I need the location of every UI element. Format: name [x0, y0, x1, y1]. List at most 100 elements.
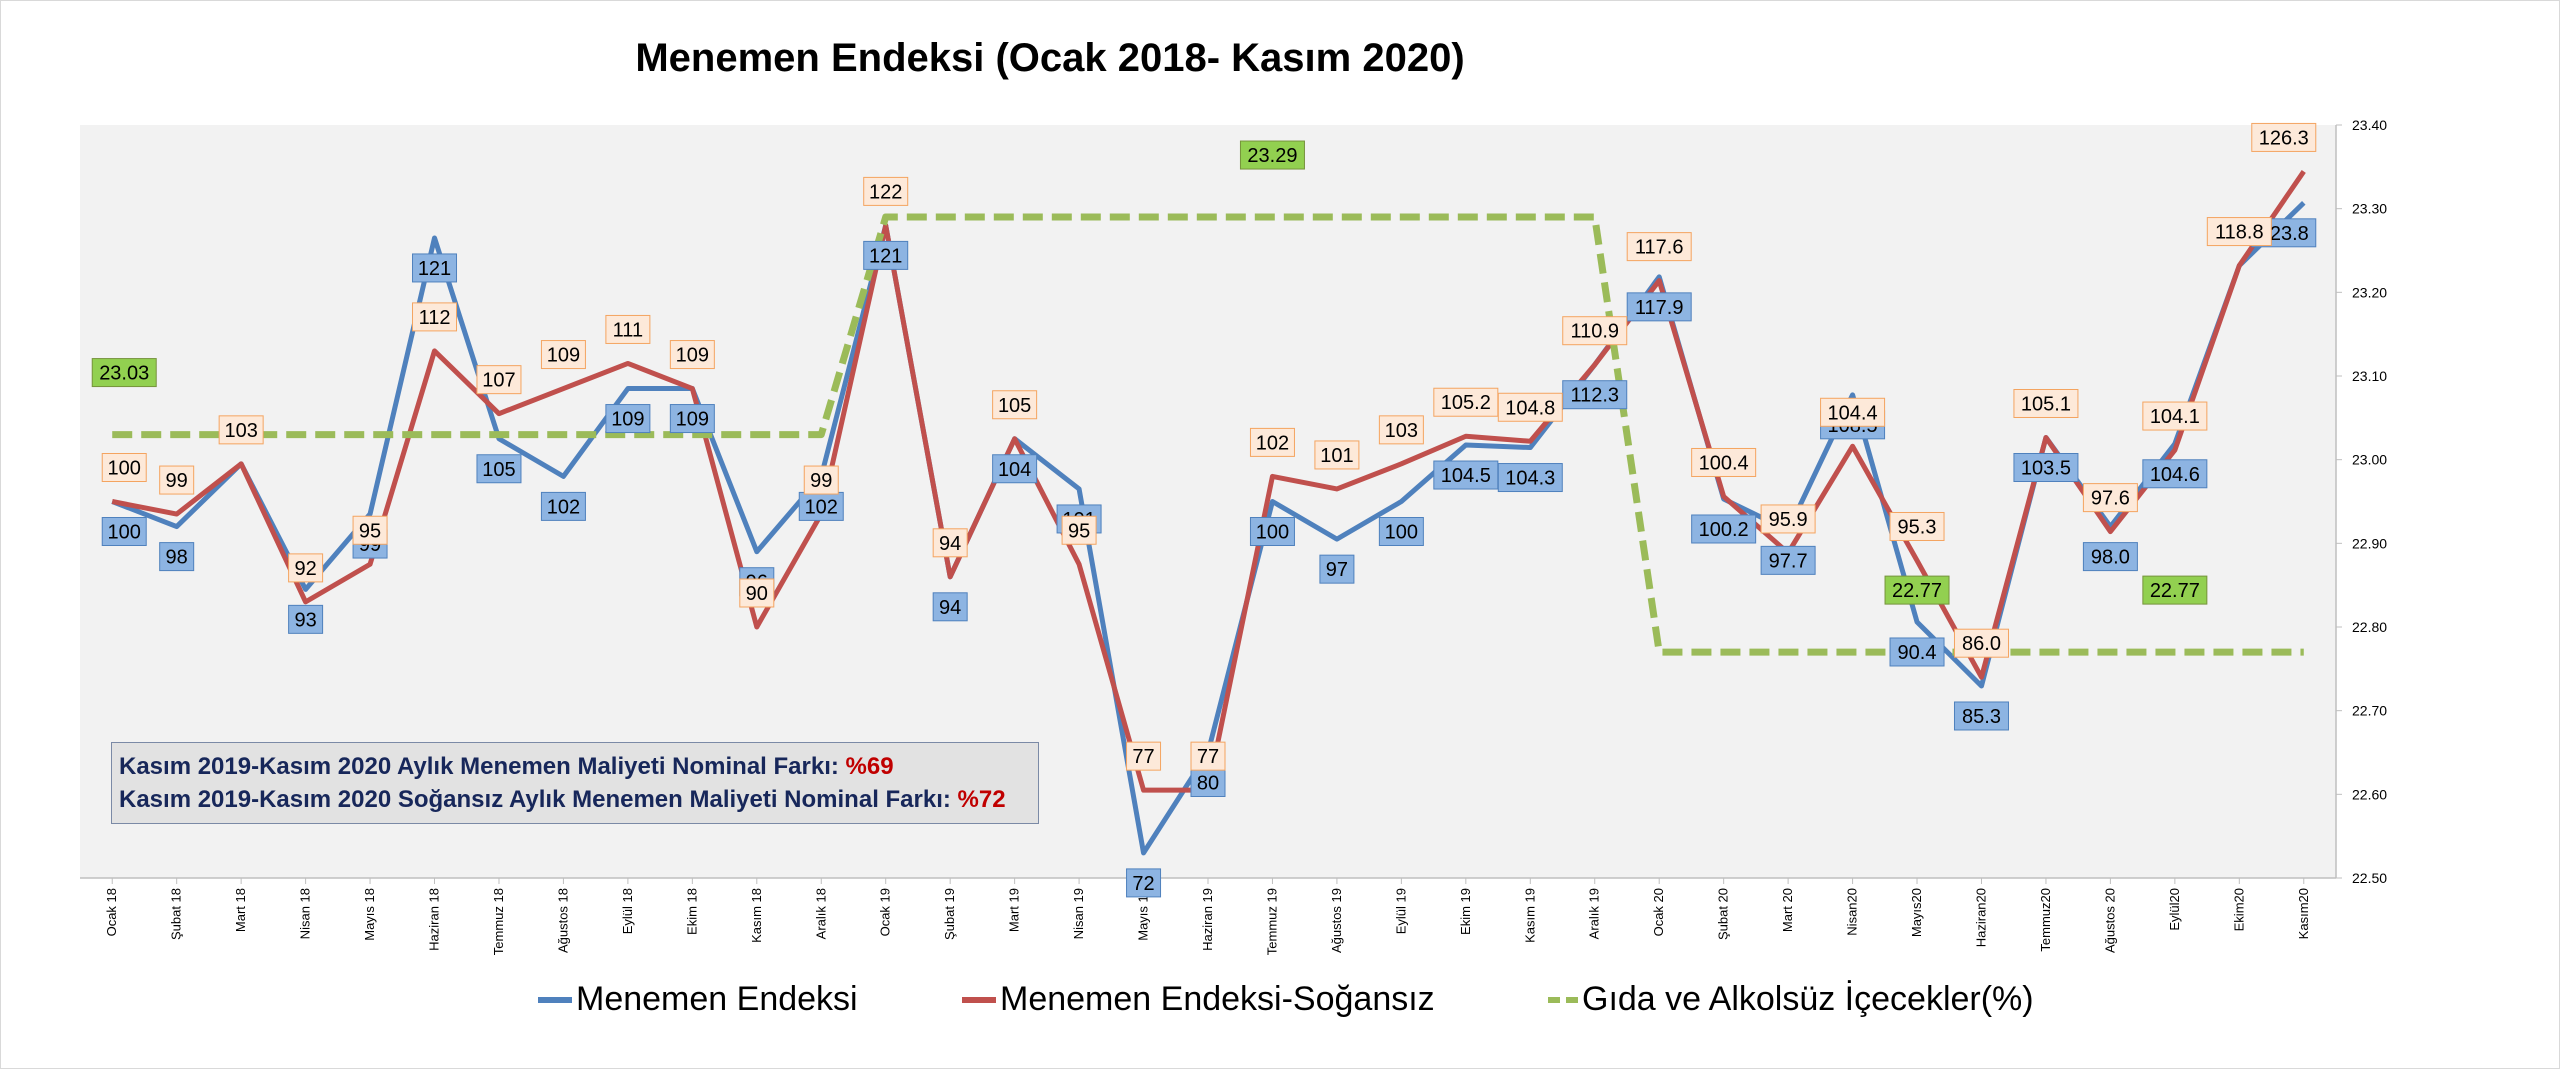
data-label-sogansiz: 118.8	[2206, 217, 2272, 247]
chart-title: Menemen Endeksi (Ocak 2018- Kasım 2020)	[635, 36, 1465, 80]
svg-text:102: 102	[547, 496, 580, 518]
data-label-sogansiz: 122	[863, 176, 909, 206]
data-label-menemen: 97.7	[1760, 545, 1816, 575]
data-label-sogansiz: 117.6	[1626, 232, 1692, 262]
chart-legend: Menemen Endeksi Menemen Endeksi-Soğansız…	[0, 980, 2560, 1030]
data-label-sogansiz: 112	[412, 302, 458, 332]
svg-text:121: 121	[869, 245, 902, 267]
data-label-menemen: 121	[412, 253, 458, 283]
data-label-menemen: 103.5	[2013, 452, 2079, 482]
data-label-menemen: 117.9	[1626, 292, 1692, 322]
x-tick-label: Şubat 18	[169, 888, 184, 940]
x-tick-label: Kasım20	[2296, 888, 2311, 939]
y-right-tick-label: 22.60	[2352, 786, 2387, 802]
data-label-sogansiz: 97.6	[2082, 483, 2138, 513]
legend-swatch-sogansiz	[962, 996, 996, 1003]
data-label-menemen: 104	[992, 454, 1038, 484]
x-tick-label: Mart 18	[233, 888, 248, 932]
data-label-sogansiz: 104.8	[1497, 392, 1563, 422]
x-tick-label: Haziran 18	[427, 888, 442, 951]
svg-text:23.29: 23.29	[1247, 145, 1297, 167]
data-label-menemen: 94	[932, 592, 968, 622]
svg-text:72: 72	[1132, 873, 1154, 895]
x-tick-label: Ekim 18	[684, 888, 699, 935]
data-label-gida: 22.77	[1884, 575, 1950, 605]
note-line-1-value: %69	[845, 753, 894, 780]
data-label-menemen: 98.0	[2082, 542, 2138, 572]
svg-text:94: 94	[939, 533, 961, 555]
x-tick-label: Nisan20	[1845, 888, 1860, 936]
data-label-sogansiz: 105.1	[2013, 388, 2079, 418]
svg-text:109: 109	[676, 345, 709, 367]
svg-text:104.4: 104.4	[1828, 402, 1878, 424]
data-label-menemen: 109	[669, 404, 715, 434]
data-label-sogansiz: 101	[1314, 440, 1360, 470]
svg-text:117.9: 117.9	[1635, 297, 1684, 319]
svg-text:95.3: 95.3	[1898, 516, 1937, 538]
svg-text:104.5: 104.5	[1441, 465, 1491, 487]
x-tick-label: Mayıs 19	[1136, 888, 1151, 941]
svg-text:118.8: 118.8	[2215, 222, 2264, 244]
x-tick-label: Eylül 18	[620, 888, 635, 934]
svg-text:105.1: 105.1	[2021, 393, 2071, 415]
legend-item-sogansiz: Menemen Endeksi-Soğansız	[962, 980, 1435, 1019]
svg-text:100: 100	[1256, 522, 1289, 544]
svg-text:97.7: 97.7	[1769, 550, 1808, 572]
data-label-sogansiz: 99	[159, 465, 195, 495]
svg-text:92: 92	[294, 558, 316, 580]
data-label-sogansiz: 105.2	[1433, 387, 1499, 417]
note-line-1-text: Kasım 2019-Kasım 2020 Aylık Menemen Mali…	[119, 753, 846, 780]
note-line-2-text: Kasım 2019-Kasım 2020 Soğansız Aylık Men…	[119, 786, 958, 813]
svg-text:104.8: 104.8	[1505, 397, 1555, 419]
y-right-tick-label: 23.30	[2352, 201, 2387, 217]
data-label-menemen: 72	[1126, 868, 1162, 898]
data-label-menemen: 85.3	[1953, 701, 2009, 731]
data-label-sogansiz: 105	[992, 390, 1038, 420]
data-label-menemen: 121	[863, 240, 909, 270]
legend-label-gida: Gıda ve Alkolsüz İçecekler(%)	[1582, 980, 2034, 1018]
data-label-sogansiz: 111	[605, 314, 651, 344]
note-line-1: Kasım 2019-Kasım 2020 Aylık Menemen Mali…	[119, 753, 1038, 786]
data-label-menemen: 100	[101, 517, 147, 546]
data-label-sogansiz: 100.4	[1691, 447, 1757, 477]
data-label-menemen: 104.5	[1433, 460, 1499, 490]
legend-item-gida: Gıda ve Alkolsüz İçecekler(%)	[1548, 980, 2034, 1019]
svg-text:126.3: 126.3	[2259, 127, 2309, 149]
data-label-menemen: 112.3	[1562, 380, 1628, 410]
data-label-sogansiz: 90	[739, 578, 775, 608]
data-label-menemen: 105	[476, 454, 522, 484]
data-label-menemen: 100.2	[1691, 514, 1757, 544]
svg-text:109: 109	[611, 409, 644, 431]
data-label-menemen: 90.4	[1889, 637, 1945, 667]
data-label-sogansiz: 77	[1126, 741, 1162, 771]
svg-text:100: 100	[1385, 522, 1418, 544]
data-label-menemen: 102	[540, 491, 586, 521]
x-tick-label: Ekim 19	[1458, 888, 1473, 935]
data-label-gida: 22.77	[2142, 575, 2208, 605]
note-line-2: Kasım 2019-Kasım 2020 Soğansız Aylık Men…	[119, 786, 1038, 819]
data-label-menemen: 97	[1319, 554, 1355, 584]
data-label-sogansiz: 95	[352, 515, 388, 545]
x-tick-label: Temmuz 19	[1264, 888, 1279, 955]
data-label-gida: 23.29	[1239, 140, 1305, 170]
x-tick-label: Eylül 19	[1393, 888, 1408, 934]
x-tick-label: Mart 19	[1007, 888, 1022, 932]
svg-text:104.3: 104.3	[1505, 468, 1555, 490]
svg-text:105: 105	[482, 459, 515, 481]
svg-text:77: 77	[1132, 746, 1154, 768]
data-label-sogansiz: 95	[1061, 515, 1097, 545]
data-label-sogansiz: 86.0	[1953, 628, 2009, 658]
data-label-menemen: 104.6	[2142, 459, 2208, 489]
x-tick-label: Şubat 19	[942, 888, 957, 940]
svg-text:97.6: 97.6	[2091, 488, 2130, 510]
svg-text:100.4: 100.4	[1699, 452, 1749, 474]
x-tick-label: Şubat 20	[1716, 888, 1731, 940]
svg-text:109: 109	[676, 409, 709, 431]
svg-text:121: 121	[418, 258, 451, 280]
x-tick-label: Ekim20	[2231, 888, 2246, 931]
svg-text:80: 80	[1197, 773, 1219, 795]
x-tick-label: Ocak 19	[878, 888, 893, 936]
x-tick-label: Aralık 19	[1587, 888, 1602, 939]
svg-text:90.4: 90.4	[1898, 642, 1937, 664]
svg-text:122: 122	[869, 181, 902, 203]
